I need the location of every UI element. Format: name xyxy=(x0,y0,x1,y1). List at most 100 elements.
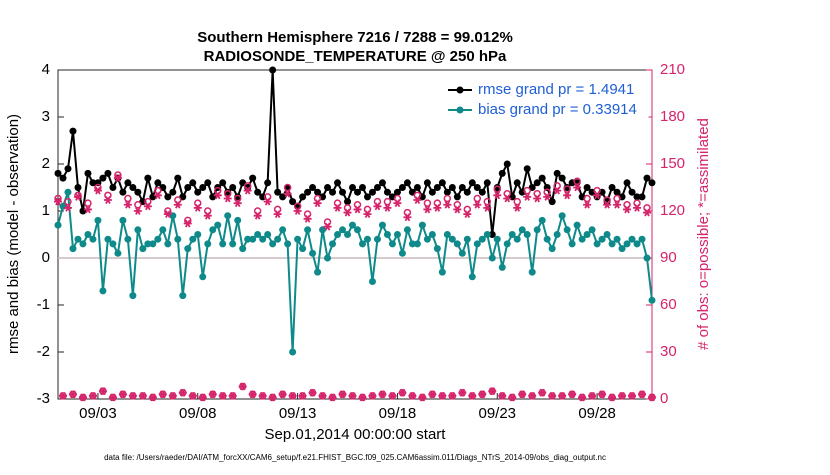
data-point xyxy=(368,278,376,285)
assimilated-marker xyxy=(608,393,617,402)
data-point xyxy=(284,240,292,248)
assimilated-marker xyxy=(138,391,147,400)
assimilated-marker xyxy=(203,211,212,220)
y-tick-label: 0 xyxy=(42,249,50,266)
data-point xyxy=(428,231,436,238)
data-point xyxy=(324,254,332,262)
legend-marker xyxy=(456,106,464,114)
data-point xyxy=(134,226,142,234)
data-point xyxy=(109,240,117,248)
assimilated-marker xyxy=(158,390,167,399)
data-point xyxy=(403,226,411,234)
assimilated-marker xyxy=(578,393,587,402)
assimilated-marker xyxy=(108,393,117,402)
assimilated-marker xyxy=(473,200,482,209)
data-point xyxy=(344,231,352,238)
assimilated-marker xyxy=(493,191,502,200)
assimilated-marker xyxy=(223,194,232,203)
assimilated-marker xyxy=(343,208,352,217)
data-point xyxy=(378,221,386,229)
data-point xyxy=(458,249,466,257)
assimilated-marker xyxy=(393,199,402,208)
assimilated-marker xyxy=(488,387,497,396)
data-point xyxy=(109,184,117,191)
data-point xyxy=(528,268,536,276)
chart-title: Southern Hemisphere 7216 / 7288 = 99.012… xyxy=(197,29,513,46)
y-tick-label: -3 xyxy=(37,390,50,407)
data-point xyxy=(423,235,431,243)
data-point xyxy=(488,254,496,262)
y-tick-label: 4 xyxy=(42,61,50,78)
data-point xyxy=(74,184,82,191)
data-point xyxy=(563,184,571,191)
assimilated-marker xyxy=(648,393,656,402)
data-point xyxy=(334,231,342,238)
data-point xyxy=(189,235,197,243)
assimilated-marker xyxy=(428,390,437,399)
assimilated-marker xyxy=(143,202,152,211)
assimilated-marker xyxy=(328,393,337,402)
assimilated-marker xyxy=(468,391,477,400)
assimilated-marker xyxy=(403,213,412,222)
assimilated-marker xyxy=(168,391,177,400)
assimilated-marker xyxy=(438,391,447,400)
assimilated-marker xyxy=(308,388,317,397)
assimilated-marker xyxy=(583,200,592,209)
data-point xyxy=(558,212,566,220)
data-point xyxy=(608,240,616,248)
y-tick-label: 1 xyxy=(42,202,50,219)
data-point xyxy=(159,226,167,234)
data-point xyxy=(438,268,446,276)
assimilated-marker xyxy=(238,382,247,391)
data-point xyxy=(523,165,531,173)
possible-marker xyxy=(513,197,521,206)
data-point xyxy=(443,188,451,196)
assimilated-marker xyxy=(413,196,422,204)
assimilated-marker xyxy=(628,391,637,400)
data-point xyxy=(194,188,202,196)
data-point xyxy=(179,292,187,300)
data-point xyxy=(623,179,631,187)
assimilated-marker xyxy=(83,205,92,214)
data-point xyxy=(463,235,471,243)
data-point xyxy=(483,231,491,238)
data-point xyxy=(89,235,97,243)
assimilated-marker xyxy=(163,210,172,219)
data-point xyxy=(633,193,641,201)
data-point xyxy=(279,226,287,234)
data-point xyxy=(229,184,237,191)
data-point xyxy=(588,226,596,234)
data-point xyxy=(553,169,561,177)
data-point xyxy=(508,231,516,238)
data-point xyxy=(638,235,646,243)
data-point xyxy=(99,174,107,182)
assimilated-marker xyxy=(298,391,307,400)
assimilated-marker xyxy=(88,391,97,400)
assimilated-marker xyxy=(313,199,322,208)
data-point xyxy=(358,184,366,191)
assimilated-marker xyxy=(54,197,62,206)
possible-marker xyxy=(613,194,621,203)
possible-marker xyxy=(124,194,132,203)
data-point xyxy=(194,231,202,238)
data-point xyxy=(503,160,511,168)
data-point xyxy=(478,235,486,243)
assimilated-marker xyxy=(133,207,142,215)
data-point xyxy=(473,184,481,191)
data-point xyxy=(134,188,142,196)
data-point xyxy=(428,188,436,196)
possible-marker xyxy=(573,177,581,185)
y-tick-label: -2 xyxy=(37,343,50,360)
assimilated-marker xyxy=(483,203,492,212)
data-point xyxy=(563,226,571,234)
data-point xyxy=(503,240,511,248)
assimilated-marker xyxy=(538,388,547,397)
data-point xyxy=(94,216,102,224)
data-point xyxy=(224,212,232,220)
data-point xyxy=(84,231,92,238)
assimilated-marker xyxy=(338,390,347,399)
assimilated-marker xyxy=(58,391,67,400)
assimilated-marker xyxy=(518,390,527,399)
data-point xyxy=(184,184,192,191)
y2-axis-label: # of obs: o=possible; *=assimilated xyxy=(695,118,712,350)
